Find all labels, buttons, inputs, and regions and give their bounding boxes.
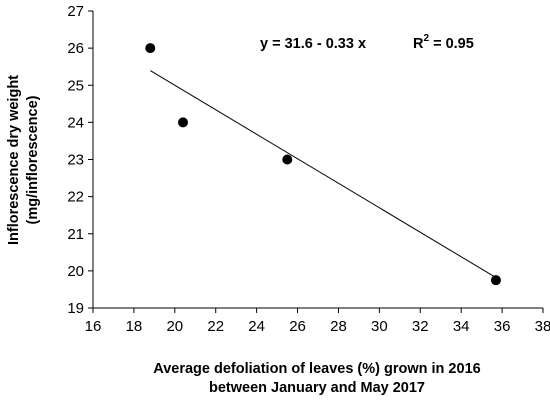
y-tick-label: 27	[67, 3, 84, 20]
y-tick-label: 26	[67, 40, 84, 57]
y-tick-label: 20	[67, 263, 84, 280]
x-axis-title-line-2: between January and May 2017	[209, 380, 425, 396]
x-tick-label: 34	[453, 318, 470, 335]
x-tick-label: 32	[412, 318, 429, 335]
data-point	[282, 154, 293, 165]
y-tick-label: 21	[67, 226, 84, 243]
y-tick-label: 25	[67, 77, 84, 94]
r-squared-symbol: R	[413, 36, 424, 52]
x-axis-title-line-1: Average defoliation of leaves (%) grown …	[153, 361, 480, 377]
r-squared-label: R2 = 0.95	[413, 33, 474, 52]
r-squared-value: = 0.95	[429, 36, 474, 52]
r-squared-exponent: 2	[423, 33, 429, 44]
y-axis-title-line-1: Inflorescence dry weight	[6, 75, 22, 245]
y-axis-title-line-2: (mg/inflorescence)	[25, 95, 41, 224]
regression-equation: y = 31.6 - 0.33 x	[260, 36, 366, 52]
x-tick-label: 16	[85, 318, 102, 335]
y-tick-label: 19	[67, 300, 84, 317]
x-tick-label: 28	[330, 318, 347, 335]
axes	[92, 11, 543, 309]
y-tick-label: 23	[67, 152, 84, 169]
trendline-group	[150, 70, 497, 279]
x-tick-label: 24	[248, 318, 265, 335]
data-point	[490, 275, 501, 286]
x-axis-ticks: 16 18 20 22 24 26 28 30 32 34 36 38	[85, 308, 550, 335]
x-tick-label: 26	[289, 318, 306, 335]
data-points	[145, 43, 501, 286]
regression-line	[150, 70, 497, 279]
data-point	[145, 43, 156, 54]
x-tick-label: 22	[207, 318, 224, 335]
x-tick-label: 20	[166, 318, 183, 335]
x-tick-label: 38	[535, 318, 550, 335]
x-tick-label: 18	[126, 318, 143, 335]
y-tick-label: 24	[67, 114, 84, 131]
x-tick-label: 36	[494, 318, 511, 335]
data-point	[178, 117, 188, 128]
y-axis-ticks: 19 20 21 22 23 24 25 26 27	[67, 3, 93, 317]
y-tick-label: 22	[67, 189, 84, 206]
x-tick-label: 30	[371, 318, 388, 335]
